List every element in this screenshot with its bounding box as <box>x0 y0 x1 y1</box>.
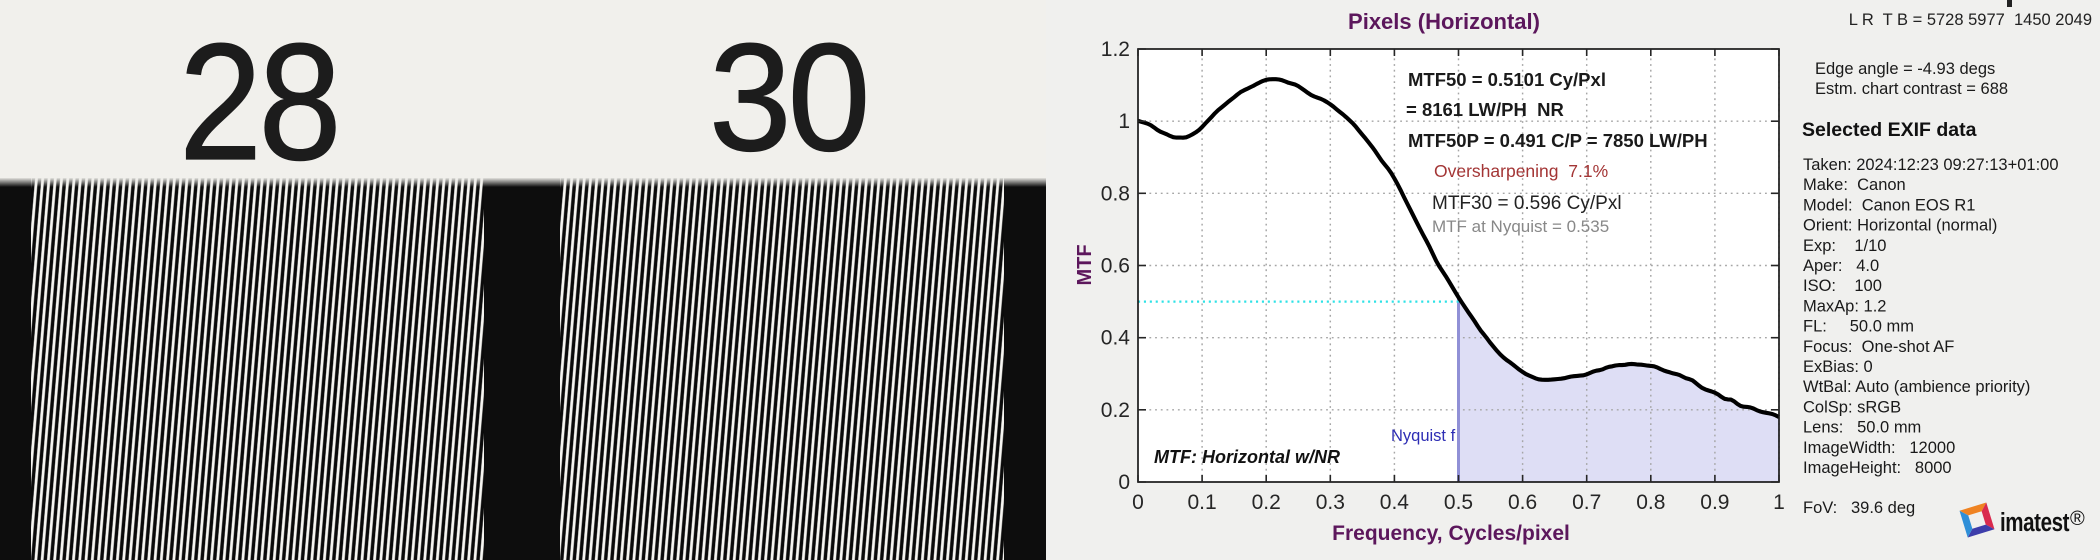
svg-text:0.2: 0.2 <box>1252 491 1281 514</box>
svg-text:0.8: 0.8 <box>1636 491 1665 514</box>
svg-text:0.4: 0.4 <box>1101 327 1131 350</box>
svg-text:Pixels (Horizontal): Pixels (Horizontal) <box>1348 9 1540 34</box>
svg-text:Edge angle = -4.93 degs: Edge angle = -4.93 degs <box>1815 60 1995 78</box>
svg-text:Orient: Horizontal (normal): Orient: Horizontal (normal) <box>1803 217 1997 235</box>
svg-text:0.5: 0.5 <box>1444 491 1473 514</box>
svg-text:1: 1 <box>1118 110 1130 133</box>
svg-text:FL: 50.0 mm: FL: 50.0 mm <box>1803 318 1914 336</box>
svg-text:0.7: 0.7 <box>1572 491 1601 514</box>
svg-text:Focus: One-shot AF: Focus: One-shot AF <box>1803 338 1954 356</box>
svg-text:ImageWidth: 12000: ImageWidth: 12000 <box>1803 439 1955 457</box>
svg-text:Selected EXIF data: Selected EXIF data <box>1802 119 1977 141</box>
svg-text:®: ® <box>2070 508 2085 530</box>
svg-text:L R T B = 5728 5977 1450 204: L R T B = 5728 5977 1450 2049 <box>1849 11 2092 29</box>
svg-text:1: 1 <box>1773 491 1785 514</box>
svg-text:0.2: 0.2 <box>1101 399 1130 422</box>
svg-text:Frequency, Cycles/pixel: Frequency, Cycles/pixel <box>1332 522 1570 545</box>
svg-text:ColSp: sRGB: ColSp: sRGB <box>1803 398 1901 416</box>
svg-text:ImageHeight: 8000: ImageHeight: 8000 <box>1803 459 1952 477</box>
svg-text:0.6: 0.6 <box>1101 255 1130 278</box>
svg-text:0.6: 0.6 <box>1508 491 1537 514</box>
svg-text:MTF at Nyquist = 0.535: MTF at Nyquist = 0.535 <box>1432 217 1609 236</box>
svg-text:Exp: 1/10: Exp: 1/10 <box>1803 237 1886 255</box>
svg-text:= 8161 LW/PH NR: = 8161 LW/PH NR <box>1406 99 1564 120</box>
svg-text:Oversharpening 7.1%: Oversharpening 7.1% <box>1434 161 1608 181</box>
svg-text:imatest: imatest <box>2000 508 2070 537</box>
svg-text:ExBias: 0: ExBias: 0 <box>1803 358 1873 376</box>
svg-text:ISO: 100: ISO: 100 <box>1803 277 1882 295</box>
svg-text:Make: Canon: Make: Canon <box>1803 176 1906 194</box>
svg-text:MTF: Horizontal w/NR: MTF: Horizontal w/NR <box>1154 447 1340 467</box>
svg-text:0.1: 0.1 <box>1187 491 1216 514</box>
svg-text:Aper: 4.0: Aper: 4.0 <box>1803 257 1879 275</box>
svg-text:MaxAp: 1.2: MaxAp: 1.2 <box>1803 297 1886 315</box>
svg-text:MTF: MTF <box>1074 244 1096 285</box>
svg-text:Taken: 2024:12:23 09:27:13+01:: Taken: 2024:12:23 09:27:13+01:00 <box>1803 156 2059 174</box>
svg-text:MTF50 = 0.5101 Cy/Pxl: MTF50 = 0.5101 Cy/Pxl <box>1408 69 1606 90</box>
svg-text:Estm. chart contrast = 688: Estm. chart contrast = 688 <box>1815 80 2008 98</box>
svg-text:0: 0 <box>1118 471 1130 494</box>
svg-text:0.3: 0.3 <box>1316 491 1345 514</box>
svg-text:0.4: 0.4 <box>1380 491 1410 514</box>
svg-text:MTF30 = 0.596 Cy/Pxl: MTF30 = 0.596 Cy/Pxl <box>1432 193 1622 214</box>
svg-text:0.8: 0.8 <box>1101 182 1130 205</box>
svg-text:0: 0 <box>1132 491 1144 514</box>
svg-text:MTF50P = 0.491 C/P = 7850 LW/P: MTF50P = 0.491 C/P = 7850 LW/PH <box>1408 130 1708 151</box>
svg-text:1.2: 1.2 <box>1101 38 1130 61</box>
svg-text:FoV: 39.6 deg: FoV: 39.6 deg <box>1803 499 1915 517</box>
svg-text:0.9: 0.9 <box>1700 491 1729 514</box>
svg-text:Nyquist f: Nyquist f <box>1391 427 1456 445</box>
svg-text:WtBal: Auto (ambience priority: WtBal: Auto (ambience priority) <box>1803 378 2030 396</box>
svg-text:Model: Canon EOS R1: Model: Canon EOS R1 <box>1803 196 1975 214</box>
svg-text:Lens: 50.0 mm: Lens: 50.0 mm <box>1803 419 1921 437</box>
